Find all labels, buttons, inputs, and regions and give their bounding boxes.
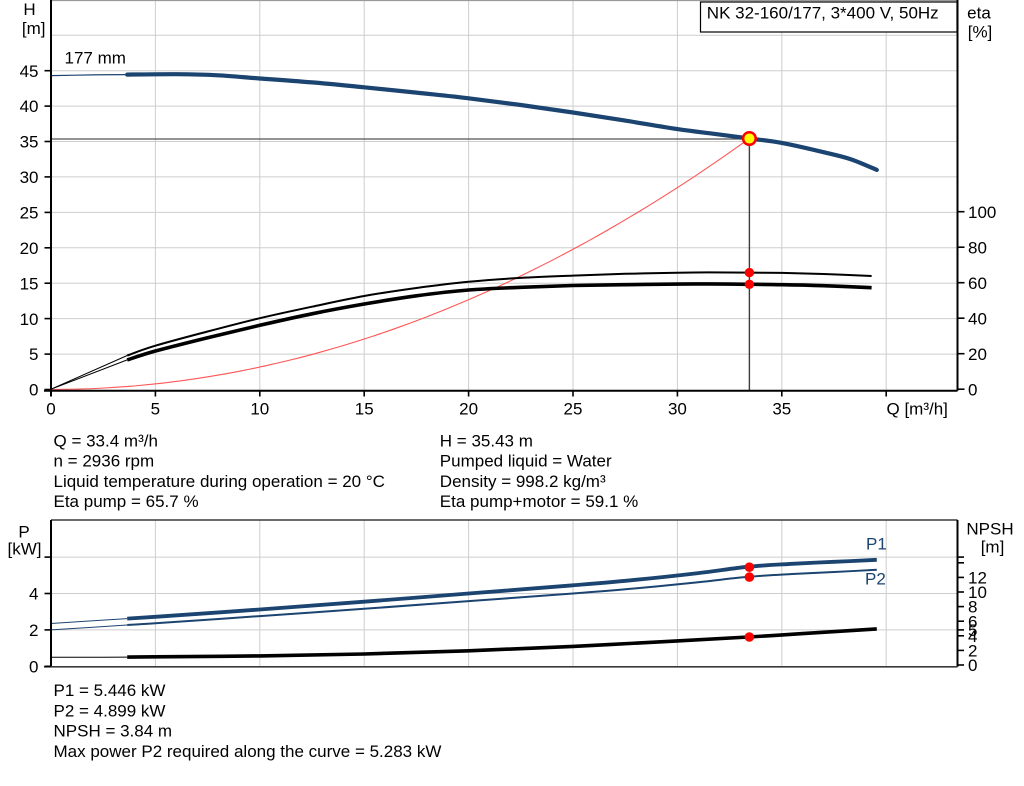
- svg-text:[m]: [m]: [22, 19, 46, 38]
- svg-text:Eta pump+motor = 59.1 %: Eta pump+motor = 59.1 %: [440, 492, 638, 511]
- svg-text:10: 10: [250, 400, 269, 419]
- svg-text:40: 40: [968, 309, 987, 328]
- svg-text:0: 0: [968, 380, 977, 399]
- svg-text:H: H: [23, 0, 35, 19]
- svg-text:6: 6: [968, 612, 977, 631]
- svg-text:P2: P2: [865, 569, 886, 588]
- svg-text:177 mm: 177 mm: [65, 49, 126, 68]
- svg-text:Q = 33.4 m³/h: Q = 33.4 m³/h: [54, 431, 158, 450]
- svg-text:0: 0: [29, 657, 38, 676]
- svg-text:0: 0: [968, 656, 977, 675]
- svg-text:NPSH = 3.84 m: NPSH = 3.84 m: [54, 722, 173, 741]
- svg-text:NPSH: NPSH: [966, 520, 1013, 539]
- svg-text:10: 10: [968, 583, 987, 602]
- svg-text:8: 8: [968, 598, 977, 617]
- svg-text:[m]: [m]: [981, 538, 1005, 557]
- svg-text:[%]: [%]: [968, 22, 993, 41]
- svg-text:12: 12: [968, 569, 987, 588]
- svg-text:4: 4: [968, 627, 977, 646]
- svg-text:P2 = 4.899 kW: P2 = 4.899 kW: [54, 701, 166, 720]
- svg-text:P: P: [18, 522, 29, 541]
- svg-text:Eta pump = 65.7 %: Eta pump = 65.7 %: [54, 492, 199, 511]
- svg-text:0: 0: [29, 381, 38, 400]
- svg-text:2: 2: [29, 621, 38, 640]
- svg-text:35: 35: [20, 133, 39, 152]
- svg-text:20: 20: [20, 239, 39, 258]
- svg-text:15: 15: [20, 274, 39, 293]
- svg-text:25: 25: [20, 204, 39, 223]
- svg-text:20: 20: [968, 345, 987, 364]
- svg-text:35: 35: [772, 400, 791, 419]
- svg-text:10: 10: [20, 310, 39, 329]
- svg-text:5: 5: [151, 400, 160, 419]
- svg-text:15: 15: [355, 400, 374, 419]
- svg-text:80: 80: [968, 238, 987, 257]
- svg-text:Pumped liquid = Water: Pumped liquid = Water: [440, 452, 612, 471]
- svg-text:[kW]: [kW]: [8, 540, 42, 559]
- svg-text:5: 5: [29, 345, 38, 364]
- svg-text:NK 32-160/177, 3*400 V, 50Hz: NK 32-160/177, 3*400 V, 50Hz: [707, 4, 939, 23]
- svg-text:4: 4: [29, 585, 38, 604]
- svg-text:n = 2936 rpm: n = 2936 rpm: [54, 452, 155, 471]
- svg-text:30: 30: [668, 400, 687, 419]
- svg-text:Density = 998.2 kg/m³: Density = 998.2 kg/m³: [440, 472, 606, 491]
- svg-text:25: 25: [564, 400, 583, 419]
- svg-text:0: 0: [46, 400, 55, 419]
- svg-text:40: 40: [20, 97, 39, 116]
- svg-text:P1 = 5.446 kW: P1 = 5.446 kW: [54, 681, 166, 700]
- svg-text:100: 100: [968, 203, 996, 222]
- svg-text:45: 45: [20, 62, 39, 81]
- svg-text:5: 5: [968, 621, 977, 640]
- svg-text:Q [m³/h]: Q [m³/h]: [887, 400, 948, 419]
- svg-text:2: 2: [968, 642, 977, 661]
- svg-text:60: 60: [968, 274, 987, 293]
- svg-text:20: 20: [459, 400, 478, 419]
- svg-text:Max power P2 required along th: Max power P2 required along the curve = …: [54, 742, 442, 761]
- svg-text:H = 35.43 m: H = 35.43 m: [440, 431, 533, 450]
- svg-text:P1: P1: [866, 534, 887, 553]
- svg-text:Liquid temperature during oper: Liquid temperature during operation = 20…: [54, 472, 385, 491]
- svg-text:30: 30: [20, 168, 39, 187]
- svg-text:eta: eta: [967, 4, 991, 23]
